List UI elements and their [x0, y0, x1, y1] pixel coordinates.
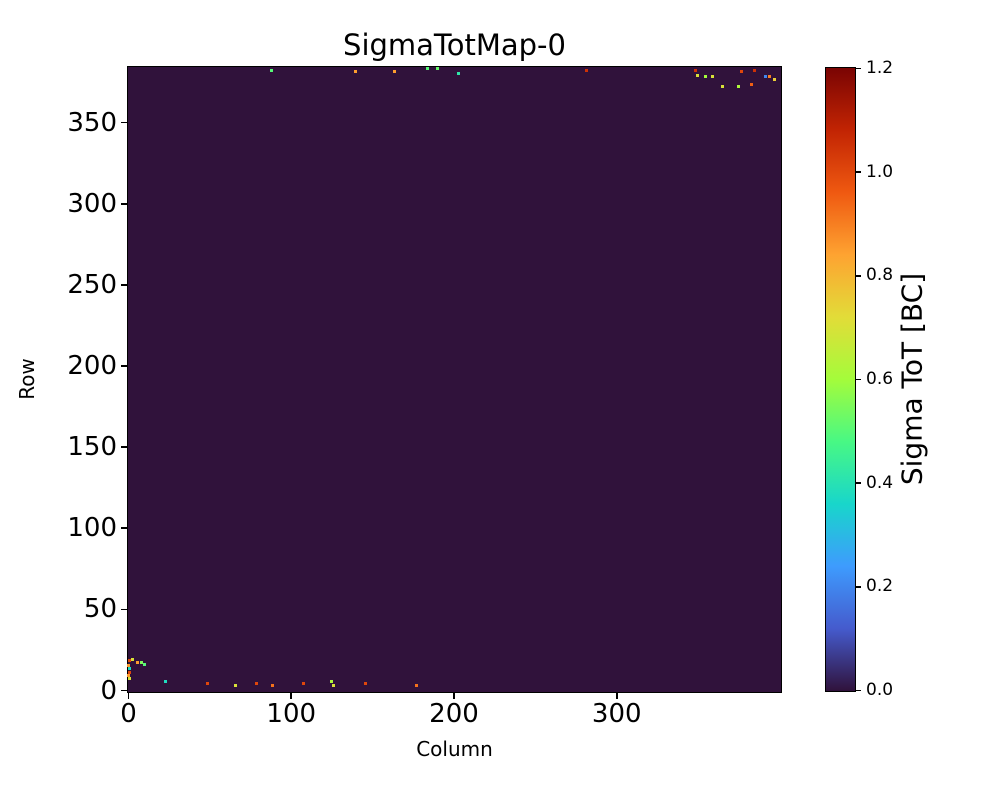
heatmap-point: [302, 682, 306, 685]
heatmap-point: [354, 70, 358, 74]
colorbar-tick-label: 1.2: [866, 58, 894, 78]
y-tick-label: 50: [83, 594, 117, 625]
heatmap-point: [393, 70, 397, 74]
y-tick-mark: [121, 689, 127, 692]
y-tick-mark: [121, 608, 127, 611]
x-tick-mark: [127, 693, 130, 699]
colorbar-tick-mark: [856, 275, 861, 277]
colorbar-tick-mark: [856, 378, 861, 381]
colorbar-tick-label: 0.6: [866, 369, 894, 389]
y-axis-label-text: Row: [15, 358, 39, 400]
colorbar-tick-mark: [856, 586, 861, 588]
x-tick-mark: [290, 693, 293, 699]
x-tick-label: 300: [591, 699, 642, 729]
y-tick-mark: [121, 284, 127, 286]
y-tick-label: 150: [67, 432, 117, 463]
heatmap-point: [128, 677, 132, 681]
heatmap-point: [456, 71, 460, 75]
x-tick-label: 0: [120, 699, 137, 729]
heatmap-point: [749, 83, 753, 87]
heatmap-point: [206, 682, 210, 685]
x-tick-label: 200: [429, 699, 479, 729]
y-tick-mark: [121, 202, 127, 205]
heatmap-point: [131, 657, 135, 661]
heatmap-point: [435, 67, 439, 71]
x-axis-label: Column: [416, 737, 493, 761]
y-tick-mark: [121, 365, 127, 367]
colorbar-tick-mark: [856, 171, 861, 173]
heatmap-point: [128, 670, 132, 674]
plot-title: SigmaTotMap-0: [343, 28, 566, 62]
y-tick-label: 350: [67, 107, 117, 138]
heatmap-point: [255, 682, 259, 685]
y-tick-label: 0: [100, 675, 117, 706]
heatmap-point: [269, 68, 273, 72]
y-tick-label: 300: [67, 188, 117, 219]
y-tick-mark: [121, 446, 127, 448]
heatmap-point: [710, 75, 714, 79]
heatmap-point: [163, 680, 167, 684]
heatmap-point: [128, 667, 132, 671]
heatmap-point: [772, 78, 776, 82]
y-tick-label: 250: [67, 269, 117, 300]
heatmap-point: [585, 68, 589, 72]
colorbar-tick-label: 0.8: [866, 265, 894, 286]
heatmap-point: [364, 682, 368, 685]
heatmap-point: [139, 660, 143, 664]
y-tick-label: 200: [67, 351, 117, 382]
heatmap-point: [414, 683, 418, 687]
heatmap-point: [720, 84, 724, 88]
heatmap-point: [136, 660, 140, 664]
heatmap-point: [764, 75, 768, 79]
heatmap-point: [142, 662, 146, 666]
y-tick-mark: [121, 527, 127, 530]
colorbar-tick-mark: [856, 482, 861, 484]
heatmap-point: [233, 683, 237, 687]
colorbar-tick-label: 0.4: [866, 472, 894, 493]
x-tick-mark: [615, 693, 618, 699]
heatmap-point: [694, 68, 698, 72]
heatmap-point: [736, 84, 740, 88]
heatmap-point: [425, 67, 429, 71]
heatmap-point: [329, 680, 333, 684]
colorbar-tick-mark: [856, 67, 861, 70]
heatmap-plot: [126, 66, 782, 693]
heatmap-point: [740, 70, 744, 74]
x-tick-label: 100: [266, 699, 317, 729]
colorbar-tick-label: 0.0: [866, 680, 894, 700]
colorbar-tick-label: 1.0: [866, 161, 894, 182]
heatmap-point: [126, 673, 130, 677]
heatmap-point: [331, 683, 335, 687]
heatmap-point: [128, 659, 132, 663]
heatmap-point: [126, 664, 130, 668]
colorbar-label-text: Sigma ToT [BC]: [895, 272, 929, 486]
y-tick-label: 100: [67, 513, 117, 544]
colorbar-tick-label: 0.2: [866, 576, 894, 597]
heatmap-point: [767, 75, 771, 79]
heatmap-point: [271, 683, 275, 687]
colorbar: [825, 67, 856, 692]
y-tick-mark: [121, 121, 127, 124]
x-tick-mark: [453, 693, 455, 699]
heatmap-point: [753, 68, 757, 72]
colorbar-tick-mark: [856, 689, 861, 692]
heatmap-point: [704, 75, 708, 79]
heatmap-point: [696, 73, 700, 77]
